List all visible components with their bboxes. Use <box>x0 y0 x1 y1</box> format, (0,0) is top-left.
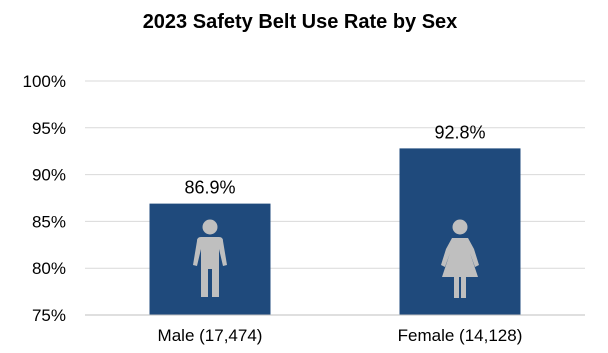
data-label: 92.8% <box>434 122 485 142</box>
data-label: 86.9% <box>184 178 235 198</box>
y-axis-tick-labels: 75% 80% 85% 90% 95% 100% <box>23 72 66 325</box>
female-head <box>452 219 468 235</box>
y-tick-label: 100% <box>23 72 66 91</box>
y-tick-label: 85% <box>32 212 66 231</box>
y-tick-label: 80% <box>32 259 66 278</box>
bars: 86.9% 92.8% <box>149 122 521 315</box>
female-body <box>441 238 479 298</box>
chart-title: 2023 Safety Belt Use Rate by Sex <box>143 11 458 33</box>
male-body <box>193 237 227 297</box>
y-tick-label: 90% <box>32 166 66 185</box>
y-tick-label: 75% <box>32 306 66 325</box>
male-head <box>202 219 218 235</box>
female-person-icon <box>441 219 479 298</box>
male-person-icon <box>193 219 227 297</box>
x-category-label: Female (14,128) <box>398 326 523 345</box>
x-category-label: Male (17,474) <box>158 326 263 345</box>
y-tick-label: 95% <box>32 119 66 138</box>
x-axis-category-labels: Male (17,474) Female (14,128) <box>158 326 523 345</box>
